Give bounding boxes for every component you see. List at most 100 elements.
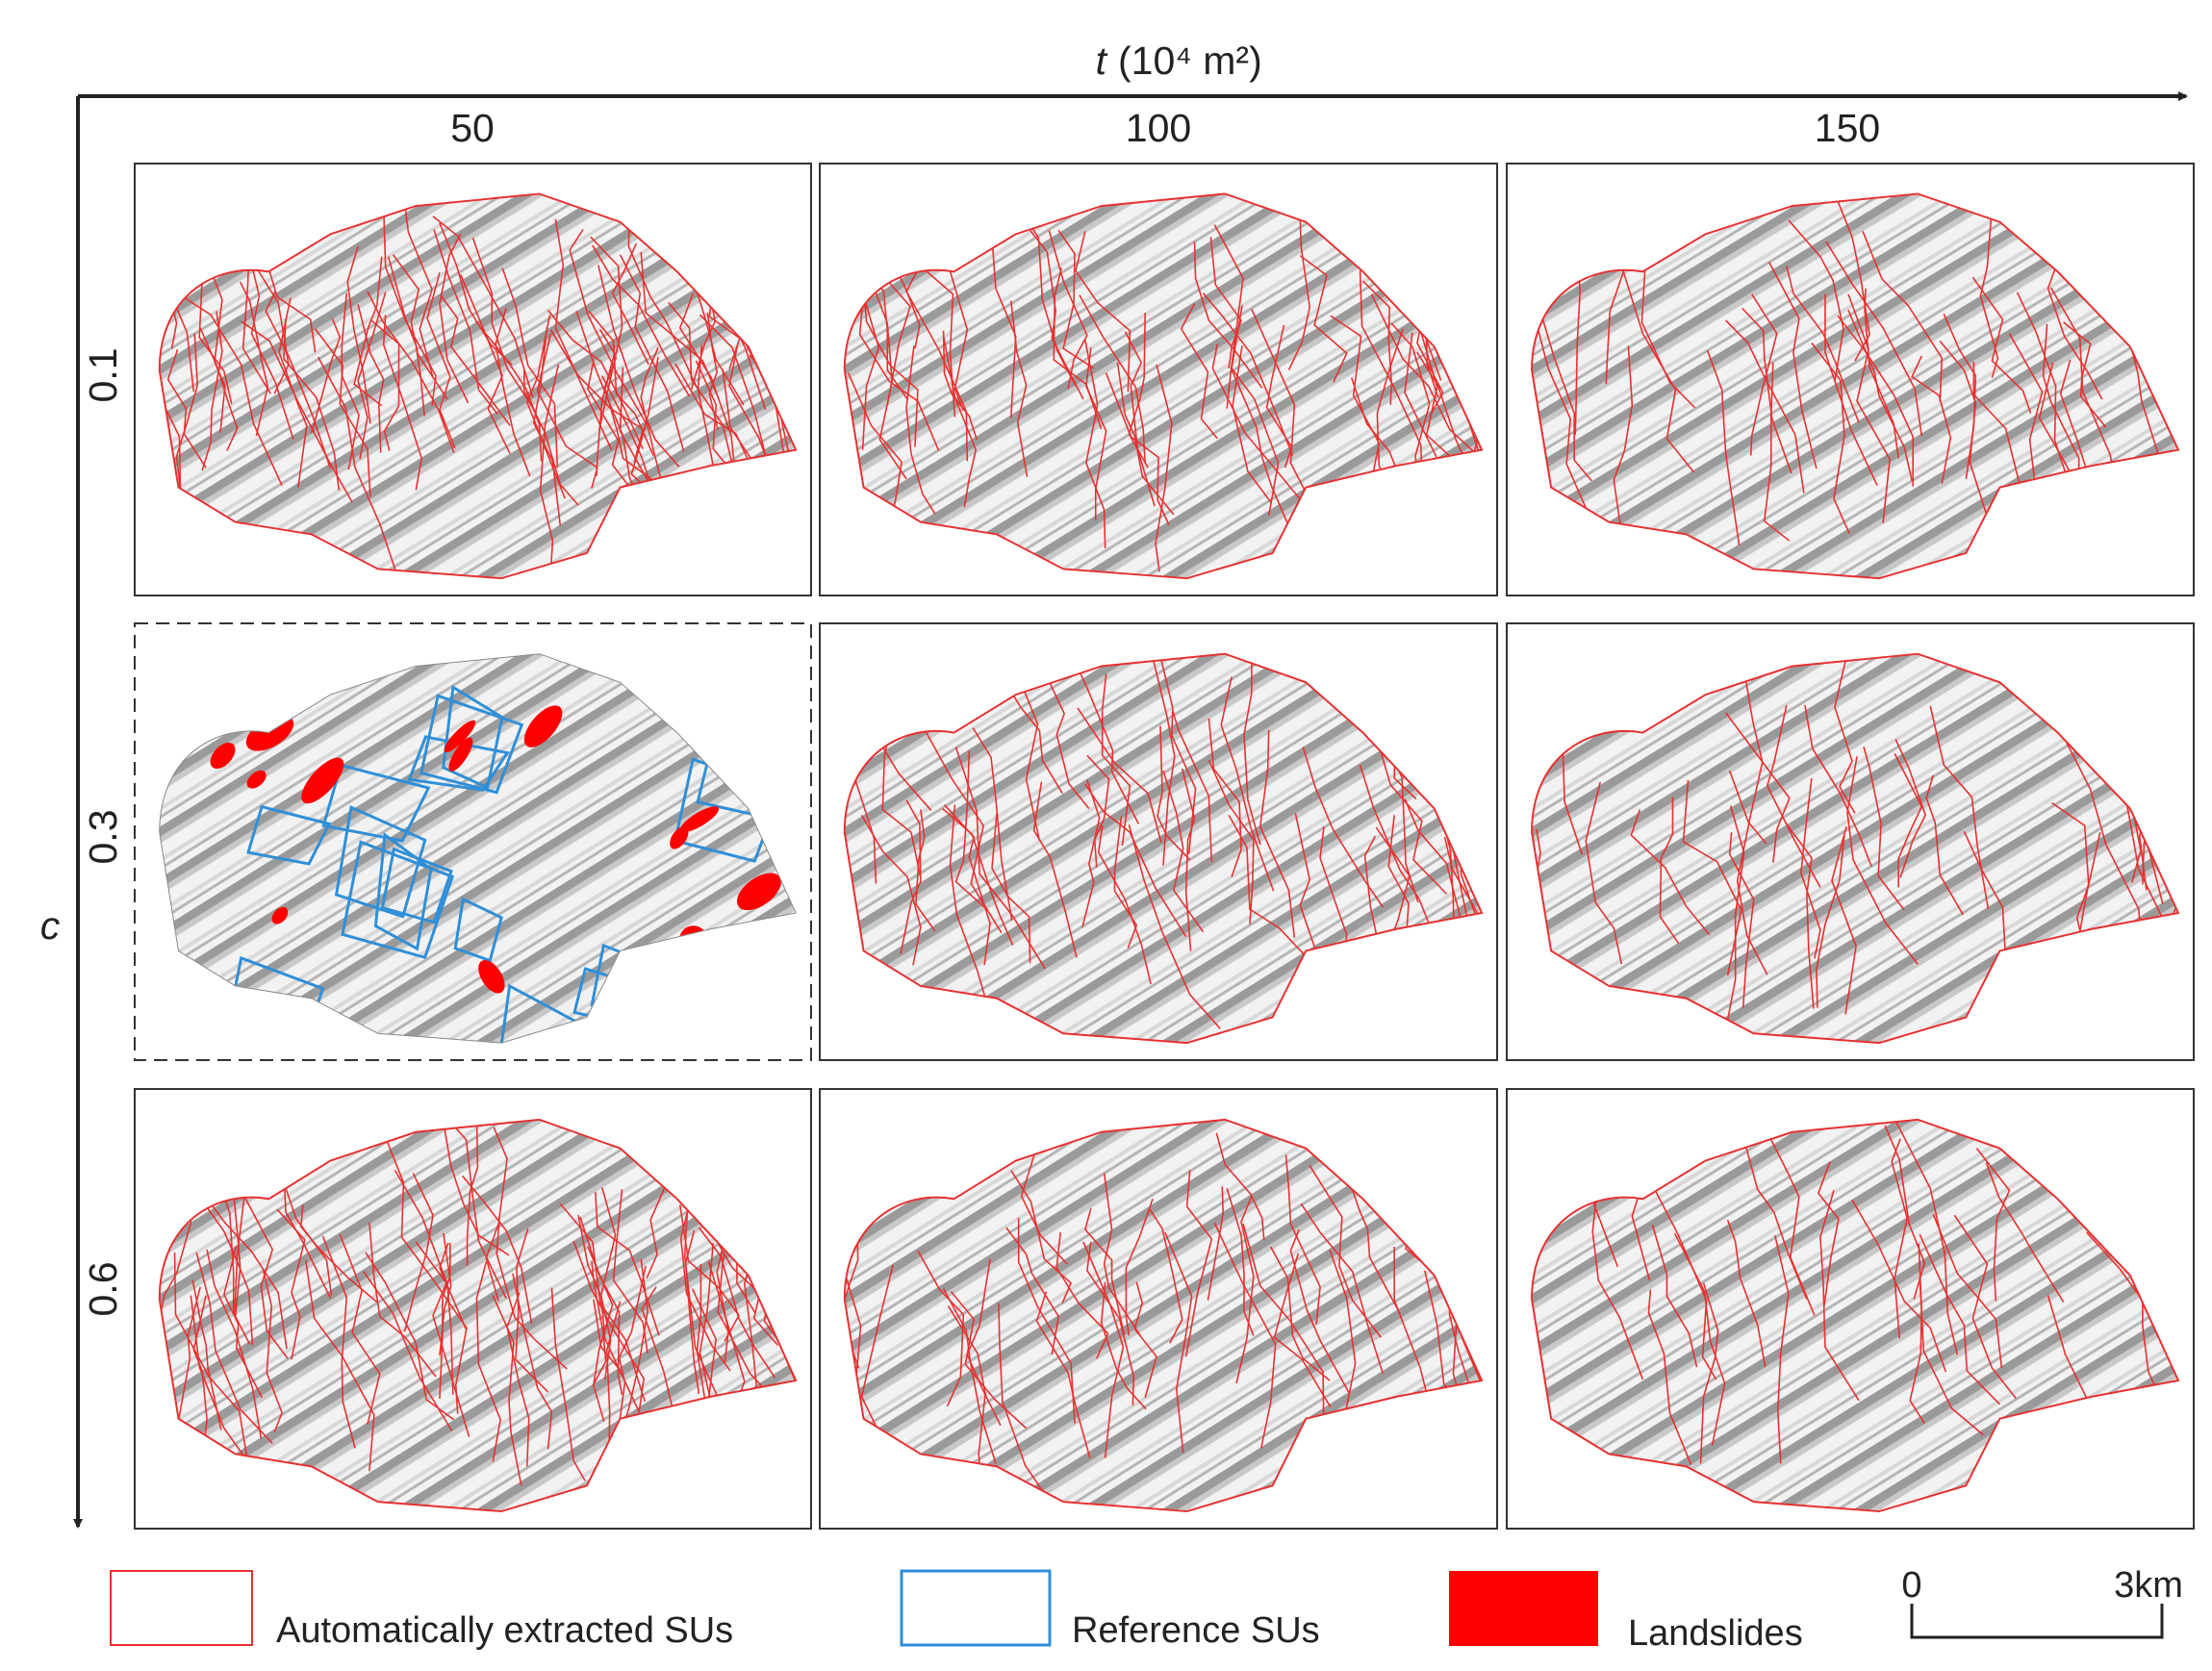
su-boundary: [1220, 676, 1275, 892]
su-boundary: [339, 1233, 381, 1425]
su-boundary: [1375, 736, 1448, 895]
su-boundary: [1847, 293, 1891, 523]
su-boundary: [1230, 367, 1294, 536]
su-boundary: [1786, 266, 1860, 423]
su-boundary: [262, 1268, 283, 1432]
landslide: [448, 737, 473, 772]
su-boundary: [1213, 1222, 1277, 1449]
su-boundary: [1273, 1253, 1332, 1408]
su-boundary: [942, 335, 978, 508]
su-boundary: [587, 1246, 614, 1422]
su-boundary: [240, 1189, 289, 1359]
su-boundary: [1086, 1241, 1135, 1405]
t-unit: (10⁴ m²): [1118, 38, 1262, 83]
su-boundary: [905, 345, 936, 515]
su-boundary: [2016, 291, 2076, 502]
su-boundary: [166, 349, 207, 468]
su-boundary: [341, 292, 360, 470]
su-boundary: [1082, 1241, 1125, 1458]
su-boundary: [365, 1252, 455, 1421]
su-boundary: [579, 1216, 623, 1396]
su-boundary: [1164, 1231, 1193, 1454]
map-outline: [1531, 652, 2180, 1045]
landslide: [679, 806, 720, 833]
su-boundary: [321, 1235, 356, 1449]
su-boundary: [1971, 276, 2032, 414]
su-boundary: [587, 360, 629, 486]
su-boundary: [1084, 783, 1187, 938]
su-boundary: [532, 326, 562, 526]
su-boundary: [1818, 1161, 1840, 1306]
su-boundary: [443, 1122, 510, 1256]
su-boundary: [466, 1119, 479, 1266]
su-boundary: [378, 1120, 469, 1329]
map-outline: [1531, 1118, 2180, 1513]
su-boundary: [1585, 781, 1623, 965]
su-boundary: [683, 1192, 725, 1411]
su-boundary: [881, 729, 922, 878]
map-outline: [159, 653, 797, 1044]
su-boundary: [432, 215, 534, 398]
su-boundary: [1932, 1213, 2003, 1369]
su-boundary: [615, 1265, 647, 1447]
su-boundary: [1289, 1228, 1351, 1395]
su-boundary: [1081, 779, 1101, 927]
su-boundary: [1591, 1178, 1644, 1380]
su-boundary: [1287, 193, 1310, 371]
su-boundary: [862, 284, 919, 447]
map-outline: [843, 652, 1484, 1045]
su-boundary: [1925, 774, 1965, 916]
landslide: [736, 873, 781, 911]
su-boundary: [190, 1295, 257, 1473]
su-boundary: [991, 238, 1017, 418]
su-boundary: [357, 304, 385, 453]
reference-su: [341, 840, 455, 960]
su-boundary: [554, 218, 613, 450]
su-boundary: [1819, 1190, 1860, 1402]
su-boundary: [1124, 331, 1156, 507]
su-boundary: [1895, 1122, 1959, 1355]
su-boundary: [475, 1261, 501, 1462]
su-boundary: [1837, 315, 1914, 487]
su-boundary: [173, 1252, 251, 1475]
su-boundary: [1749, 293, 1778, 456]
su-boundary: [1330, 315, 1381, 486]
su-boundary: [1128, 313, 1149, 468]
su-boundary: [1361, 280, 1392, 405]
su-boundary: [860, 1264, 894, 1434]
su-boundary: [1026, 226, 1084, 400]
su-boundary: [1682, 779, 1742, 976]
su-boundary: [1884, 1125, 1926, 1300]
landslide: [523, 705, 563, 747]
su-boundary: [459, 274, 511, 454]
reference-su: [334, 805, 427, 919]
scale-bar: [1910, 1604, 2164, 1639]
su-boundary: [1232, 345, 1273, 504]
su-boundary: [1800, 777, 1821, 959]
scale-label: 3km: [2114, 1565, 2183, 1606]
su-boundary: [363, 1271, 453, 1432]
su-boundary: [1113, 816, 1138, 949]
su-boundary: [1208, 718, 1242, 877]
su-boundary: [462, 1175, 533, 1325]
reference-su: [453, 897, 503, 963]
su-boundary: [1359, 764, 1443, 957]
su-boundary: [1911, 355, 1952, 484]
su-boundary: [569, 229, 648, 425]
su-boundary: [1073, 658, 1139, 824]
su-boundary: [382, 315, 423, 491]
su-boundary: [1075, 231, 1131, 392]
su-boundary: [915, 809, 936, 932]
su-boundary: [1863, 747, 1905, 911]
su-boundary: [1724, 712, 1791, 863]
su-boundary: [192, 1295, 208, 1461]
su-boundary: [1269, 1246, 1331, 1381]
su-boundary: [1159, 655, 1197, 854]
su-boundary: [495, 308, 531, 477]
su-boundary: [1243, 653, 1261, 846]
su-boundary: [1825, 241, 1923, 437]
su-boundary: [1836, 198, 1870, 362]
su-boundary: [1097, 825, 1152, 985]
su-boundary: [195, 1252, 273, 1445]
su-boundary: [1010, 1170, 1073, 1304]
